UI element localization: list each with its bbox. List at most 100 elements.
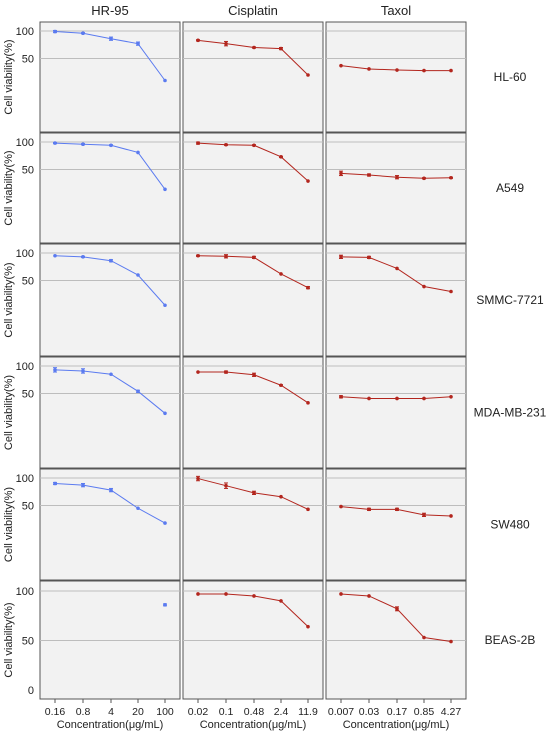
data-point — [53, 481, 57, 486]
data-point — [196, 592, 200, 596]
data-point — [339, 395, 343, 399]
y-tick-label: 100 — [16, 473, 34, 485]
panel-frame — [182, 243, 324, 357]
x-tick-label: 0.17 — [387, 706, 408, 718]
data-point — [136, 506, 140, 511]
data-point — [252, 373, 256, 377]
data-point — [196, 370, 200, 374]
panel-frame — [39, 132, 181, 244]
y-tick-label: 100 — [16, 586, 34, 598]
data-point — [136, 150, 140, 155]
y-axis-label: Cell viability(%) — [3, 262, 15, 337]
drug-title: Taxol — [381, 3, 411, 18]
y-axis-label: Cell viability(%) — [3, 602, 15, 677]
data-point — [449, 639, 453, 644]
y-tick-label: 50 — [22, 501, 34, 513]
data-point — [109, 143, 113, 148]
data-point — [339, 504, 343, 509]
x-tick-label: 0.16 — [45, 706, 66, 718]
data-point — [163, 411, 167, 416]
cell-line-label: BEAS-2B — [485, 633, 536, 647]
data-point — [252, 594, 256, 598]
data-point — [163, 603, 167, 607]
data-point — [306, 285, 310, 290]
x-tick-label: 20 — [132, 706, 144, 718]
data-point — [395, 175, 399, 179]
data-point — [367, 67, 371, 71]
y-tick-label: 50 — [22, 636, 34, 648]
data-point — [53, 368, 57, 372]
y-tick-label: 100 — [16, 137, 34, 149]
data-point — [136, 41, 140, 46]
data-point — [81, 483, 85, 487]
data-point — [279, 494, 283, 499]
panel-frame — [39, 243, 181, 357]
data-point — [306, 507, 310, 512]
data-point — [81, 255, 85, 259]
cell-line-label: SMMC-7721 — [476, 293, 544, 307]
x-tick-label: 0.1 — [219, 706, 234, 718]
data-point — [449, 175, 453, 180]
data-point — [422, 176, 426, 181]
y-tick-label: 50 — [22, 276, 34, 288]
data-point — [224, 254, 228, 259]
y-tick-label: 50 — [22, 165, 34, 177]
panel-frame — [39, 356, 181, 469]
drug-title: Cisplatin — [228, 3, 278, 18]
data-point — [109, 36, 113, 41]
y-tick-label: 100 — [16, 248, 34, 260]
panel-frame — [39, 468, 181, 581]
data-point — [196, 141, 200, 145]
x-tick-label: 0.03 — [359, 706, 380, 718]
x-tick-label: 4.27 — [441, 706, 462, 718]
x-tick-label: 0.85 — [414, 706, 435, 718]
data-point — [339, 255, 343, 259]
panel-frame — [182, 21, 324, 133]
data-point — [279, 155, 283, 159]
data-point — [367, 173, 371, 177]
data-point — [306, 73, 310, 77]
data-point — [395, 396, 399, 401]
x-axis-label: Concentration(μg/mL) — [57, 719, 164, 731]
y-tick-label: 100 — [16, 361, 34, 373]
x-tick-label: 0.8 — [76, 706, 91, 718]
panel-frame — [325, 132, 467, 244]
panel-frame — [325, 356, 467, 469]
data-point — [279, 272, 283, 276]
data-point — [449, 514, 453, 518]
data-point — [109, 258, 113, 263]
data-point — [136, 273, 140, 277]
cell-line-label: HL-60 — [494, 70, 527, 84]
data-point — [163, 521, 167, 525]
data-point — [422, 68, 426, 73]
data-point — [279, 46, 283, 51]
panel-frame — [182, 468, 324, 581]
y-axis-label: Cell viability(%) — [3, 39, 15, 114]
data-point — [224, 41, 228, 46]
data-point — [81, 369, 85, 373]
data-point — [367, 507, 371, 512]
data-point — [136, 389, 140, 394]
data-point — [449, 68, 453, 73]
data-point — [279, 599, 283, 603]
data-point — [53, 141, 57, 145]
data-point — [163, 303, 167, 308]
data-point — [252, 143, 256, 148]
x-axis-label: Concentration(μg/mL) — [343, 719, 450, 731]
data-point — [395, 507, 399, 512]
y-tick-label: 50 — [22, 54, 34, 66]
data-point — [449, 395, 453, 399]
data-point — [422, 284, 426, 289]
data-point — [224, 370, 228, 374]
y-axis-label: Cell viability(%) — [3, 375, 15, 450]
data-point — [339, 63, 343, 68]
data-point — [306, 401, 310, 405]
data-point — [109, 488, 113, 492]
x-tick-label: 4 — [108, 706, 114, 718]
data-point — [53, 29, 57, 34]
data-point — [224, 592, 228, 596]
data-point — [224, 142, 228, 147]
data-point — [339, 171, 343, 176]
panel-frame — [325, 468, 467, 581]
